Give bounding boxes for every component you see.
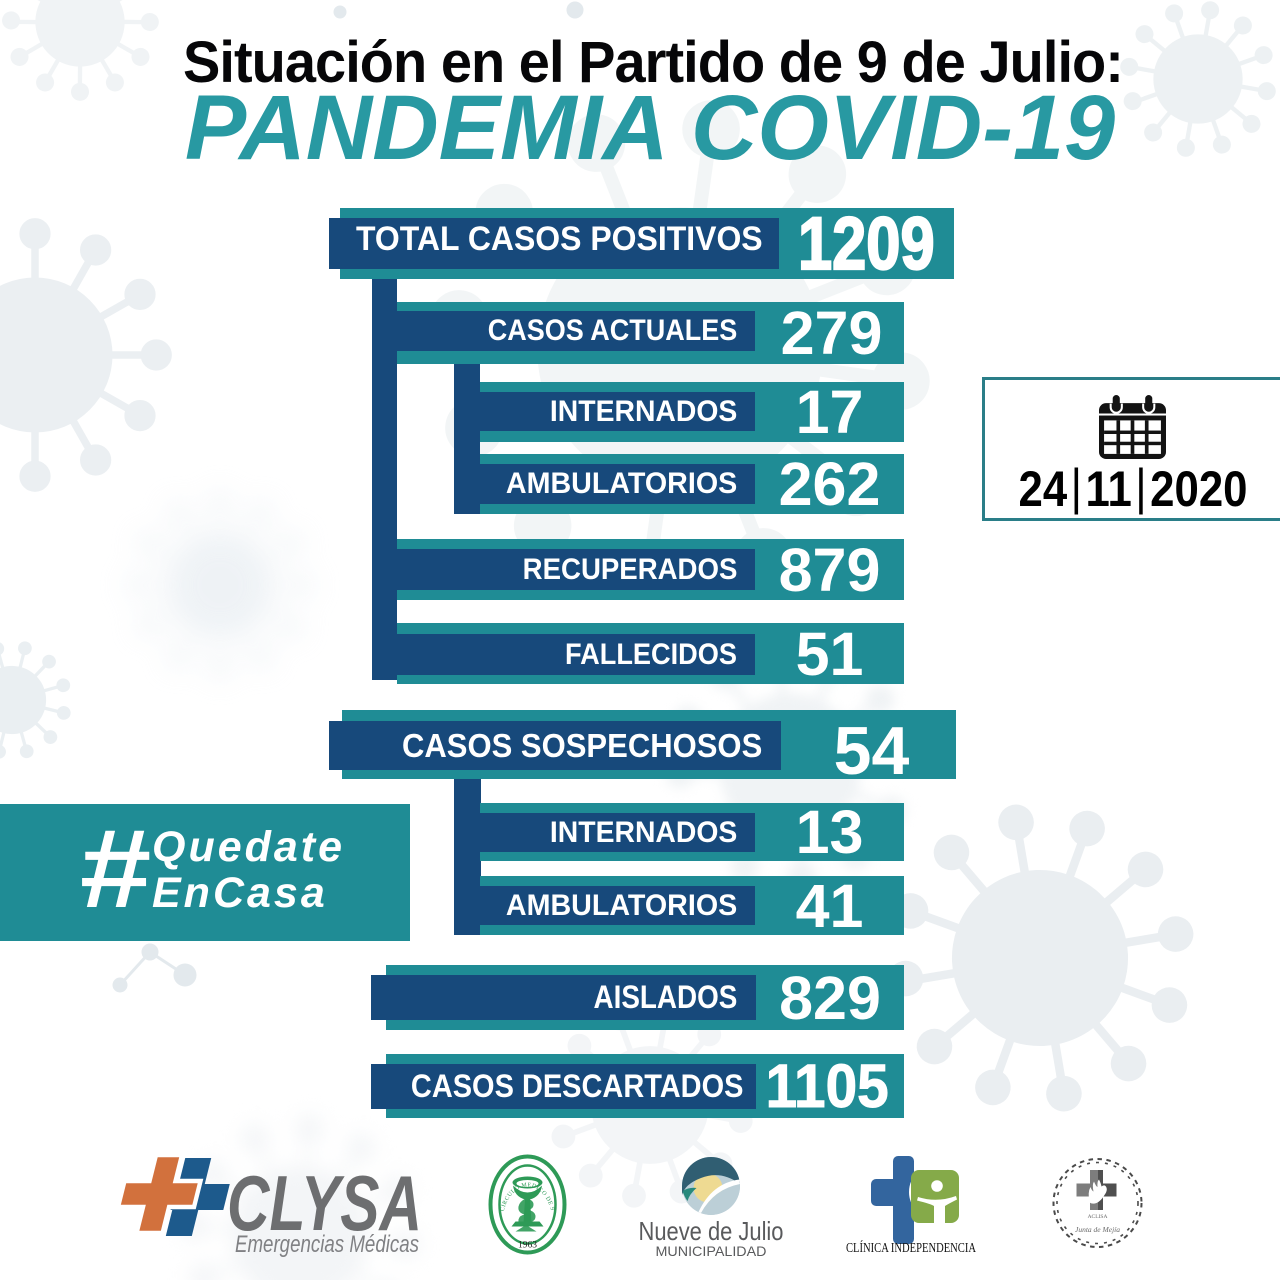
svg-text:ACLISA: ACLISA bbox=[1088, 1214, 1108, 1220]
svg-text:Junta de Mejía: Junta de Mejía bbox=[1075, 1225, 1120, 1234]
svg-text:CLÍNICA INDEPENDENCIA: CLÍNICA INDEPENDENCIA bbox=[846, 1239, 977, 1256]
svg-text:Nueve de Julio: Nueve de Julio bbox=[639, 1216, 784, 1246]
svg-text:CLYSA: CLYSA bbox=[227, 1159, 422, 1247]
svg-text:1963: 1963 bbox=[518, 1241, 537, 1251]
svg-text:MUNICIPALIDAD: MUNICIPALIDAD bbox=[656, 1243, 767, 1259]
svg-text:Emergencias Médicas: Emergencias Médicas bbox=[235, 1231, 419, 1258]
